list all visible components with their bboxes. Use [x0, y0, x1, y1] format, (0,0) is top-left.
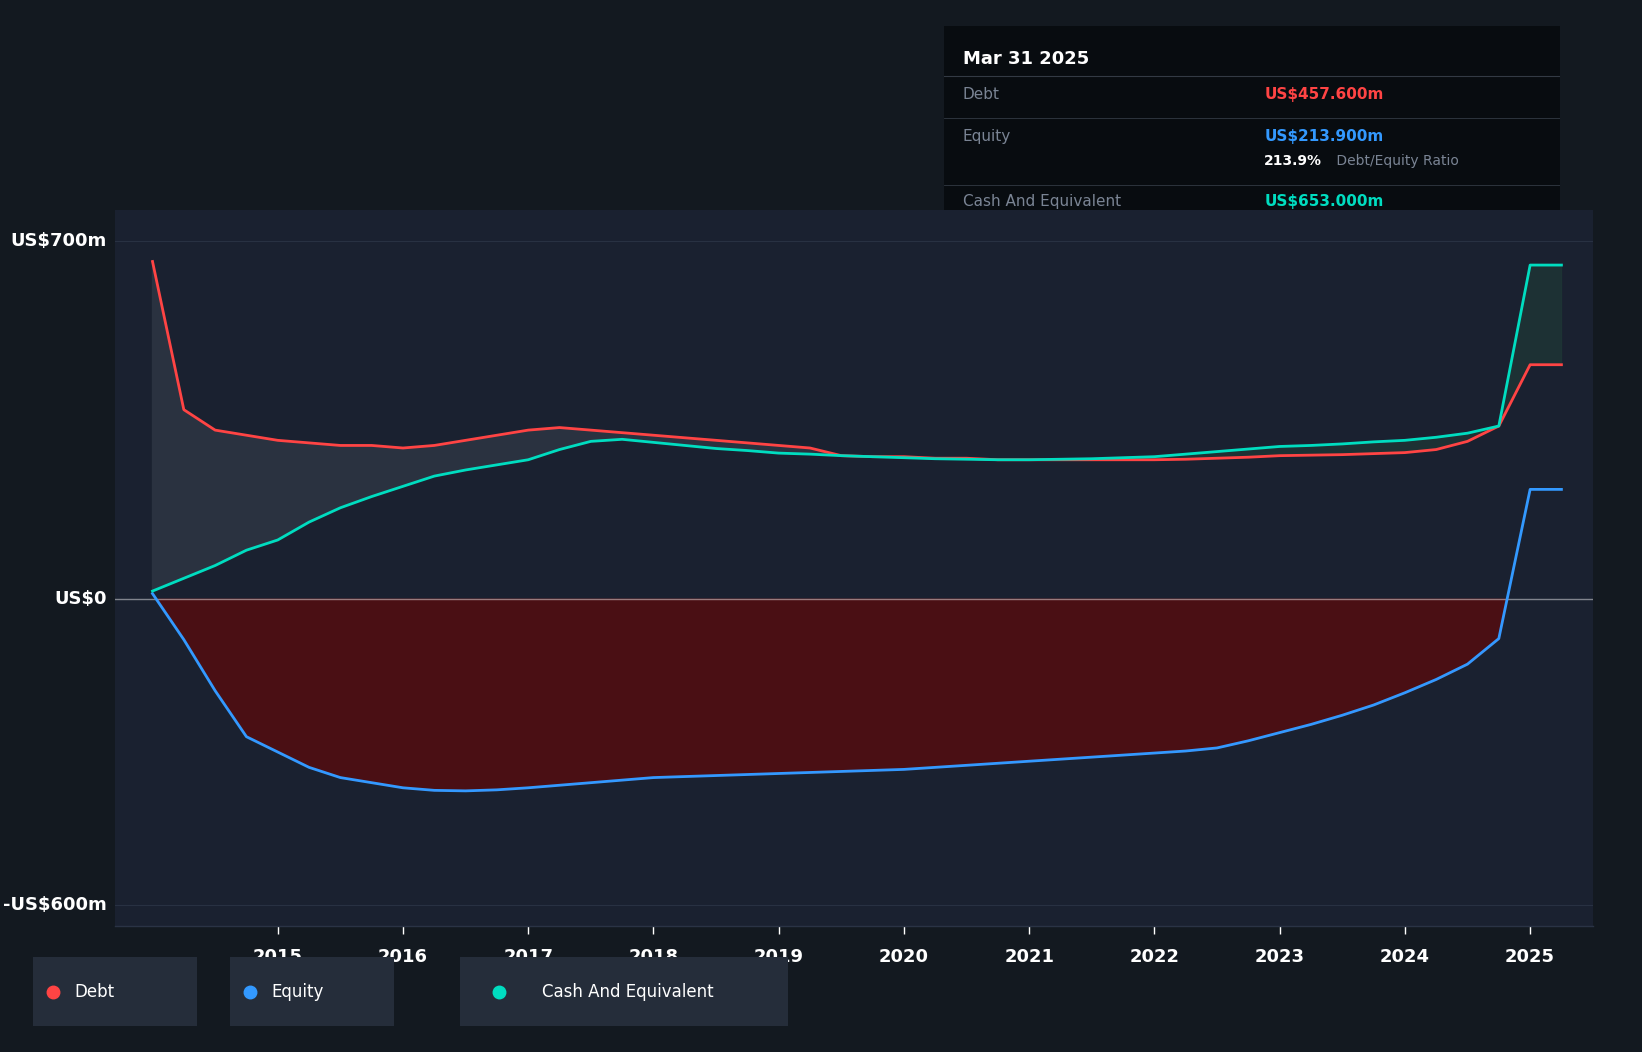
Text: Debt: Debt [74, 983, 113, 1000]
Text: Debt/Equity Ratio: Debt/Equity Ratio [1332, 154, 1460, 167]
Text: Cash And Equivalent: Cash And Equivalent [962, 194, 1121, 208]
Text: Cash And Equivalent: Cash And Equivalent [542, 983, 714, 1000]
Text: US$653.000m: US$653.000m [1264, 194, 1384, 208]
Text: -US$600m: -US$600m [3, 896, 107, 914]
Text: US$213.900m: US$213.900m [1264, 129, 1384, 144]
Text: Debt: Debt [962, 87, 1000, 102]
Text: US$457.600m: US$457.600m [1264, 87, 1384, 102]
Text: US$0: US$0 [54, 590, 107, 608]
Text: 213.9%: 213.9% [1264, 154, 1322, 167]
Text: US$700m: US$700m [10, 232, 107, 250]
Text: Equity: Equity [962, 129, 1011, 144]
Text: Equity: Equity [271, 983, 323, 1000]
Text: Mar 31 2025: Mar 31 2025 [962, 50, 1089, 68]
